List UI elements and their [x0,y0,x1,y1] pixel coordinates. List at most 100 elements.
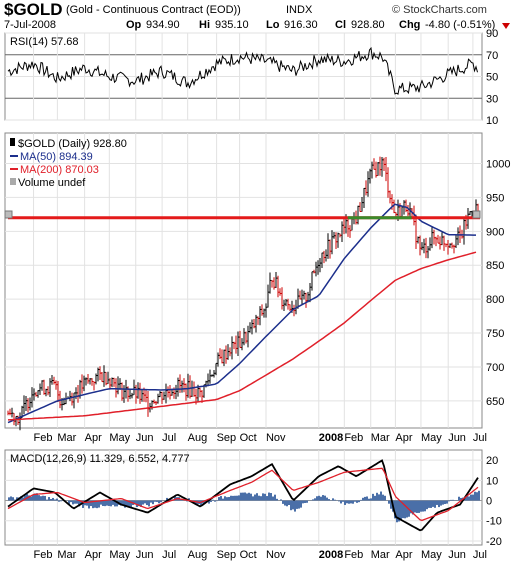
price-xtick-label: Sep [217,432,237,444]
macd-histogram-bar [292,500,294,510]
macd-histogram-bar [108,500,110,506]
price-xtick-label: Feb [34,432,53,444]
macd-histogram-bar [430,500,432,508]
macd-histogram-bar [280,499,282,501]
macd-histogram-bar [316,496,318,501]
macd-histogram-bar [388,500,390,504]
hline-left-handle[interactable] [4,210,13,219]
macd-histogram-bar [26,493,28,501]
macd-xtick-label: Apr [85,549,102,561]
macd-histogram-bar [424,500,426,512]
macd-histogram-bar [268,492,270,501]
low-label: Lo [266,19,280,31]
macd-histogram-bar [74,500,76,504]
macd-histogram-bar [284,500,286,506]
macd-histogram-bar [114,500,116,507]
macd-histogram-bar [382,494,384,501]
macd-histogram-bar [470,494,472,501]
macd-histogram-bar [142,500,144,505]
macd-histogram-bar [20,496,22,501]
price-xtick-label: Aug [188,432,208,444]
macd-histogram-bar [40,496,42,501]
macd-histogram-bar [300,500,302,508]
macd-histogram-bar [138,500,140,507]
macd-histogram-bar [294,500,296,512]
macd-histogram-bar [22,497,24,501]
macd-tick-label: -20 [486,536,502,548]
macd-histogram-bar [342,500,344,502]
macd-histogram-bar [28,495,30,501]
low-value: 916.30 [284,19,318,31]
macd-histogram-bar [442,500,444,505]
macd-histogram-bar [404,500,406,519]
macd-histogram-bar [362,497,364,501]
macd-histogram-bar [410,500,412,514]
open-value: 934.90 [146,19,180,31]
macd-xtick-label: Feb [344,549,363,561]
macd-histogram-bar [32,494,34,501]
macd-histogram-bar [252,496,254,501]
macd-histogram-bar [438,500,440,508]
macd-histogram-bar [130,500,132,508]
ma50-line [7,203,476,424]
macd-histogram-bar [34,493,36,501]
macd-histogram-bar [180,499,182,501]
macd-histogram-bar [204,500,206,503]
macd-histogram-bar [150,500,152,503]
price-xtick-label: Mar [57,432,76,444]
macd-histogram-bar [52,497,54,501]
change-label: Chg [399,19,420,31]
macd-histogram-bar [254,494,256,501]
macd-histogram-bar [384,495,386,501]
macd-histogram-bar [428,500,430,508]
macd-histogram-bar [12,497,14,501]
macd-histogram-bar [70,500,72,503]
hline-right-handle[interactable] [472,210,481,219]
macd-histogram-bar [416,500,418,513]
macd-histogram-bar [366,496,368,501]
macd-histogram-bar [320,496,322,501]
macd-histogram-bar [226,497,228,501]
macd-histogram-bar [88,500,90,509]
macd-xtick-label: May [109,549,130,561]
macd-histogram-bar [246,493,248,501]
macd-histogram-bar [312,499,314,501]
macd-histogram-bar [258,495,260,501]
macd-histogram-bar [266,496,268,501]
macd-histogram-bar [72,500,74,505]
macd-histogram-bar [448,500,450,502]
macd-histogram-bar [128,500,130,508]
macd-histogram-bar [102,500,104,506]
macd-histogram-bar [346,500,348,504]
price-tick-label: 850 [486,260,504,272]
macd-histogram-bar [120,500,122,506]
macd-histogram-bar [352,500,354,504]
macd-histogram-bar [242,492,244,501]
macd-histogram-bar [208,500,210,504]
macd-histogram-bar [356,500,358,503]
macd-histogram-bar [376,492,378,501]
macd-tick-label: 20 [486,455,498,467]
macd-histogram-bar [80,500,82,505]
macd-histogram-bar [272,496,274,501]
macd-histogram-bar [68,500,70,505]
price-tick-label: 650 [486,396,504,408]
macd-label: MACD(12,26,9) 11.329, 6.552, 4.777 [10,453,190,465]
macd-histogram-bar [314,498,316,501]
price-xtick-label: Mar [371,432,390,444]
macd-histogram-bar [216,500,218,502]
macd-histogram-bar [212,499,214,501]
macd-histogram-bar [76,500,78,504]
macd-signal-line [7,467,479,522]
macd-xtick-label: Mar [371,549,390,561]
macd-histogram-bar [396,500,398,523]
macd-histogram-bar [398,500,400,522]
high-label: Hi [199,19,210,31]
close-label: Cl [335,19,346,31]
macd-histogram-bar [406,500,408,518]
macd-histogram-bar [390,500,392,509]
macd-histogram-bar [360,499,362,501]
macd-histogram-bar [106,500,108,506]
stockcharts-watermark: © StockCharts.com [392,4,487,16]
macd-histogram-bar [170,499,172,501]
